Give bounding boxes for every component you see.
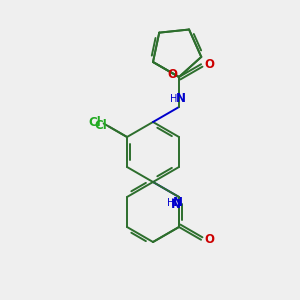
Text: Cl: Cl xyxy=(88,116,101,129)
Text: N: N xyxy=(173,196,183,209)
Text: H: H xyxy=(167,198,175,208)
Text: N: N xyxy=(171,199,181,212)
Text: N: N xyxy=(176,92,186,106)
Text: Cl: Cl xyxy=(94,119,107,132)
Text: O: O xyxy=(204,233,214,246)
Text: O: O xyxy=(167,68,177,80)
Text: O: O xyxy=(204,58,214,71)
Text: H: H xyxy=(170,94,178,104)
